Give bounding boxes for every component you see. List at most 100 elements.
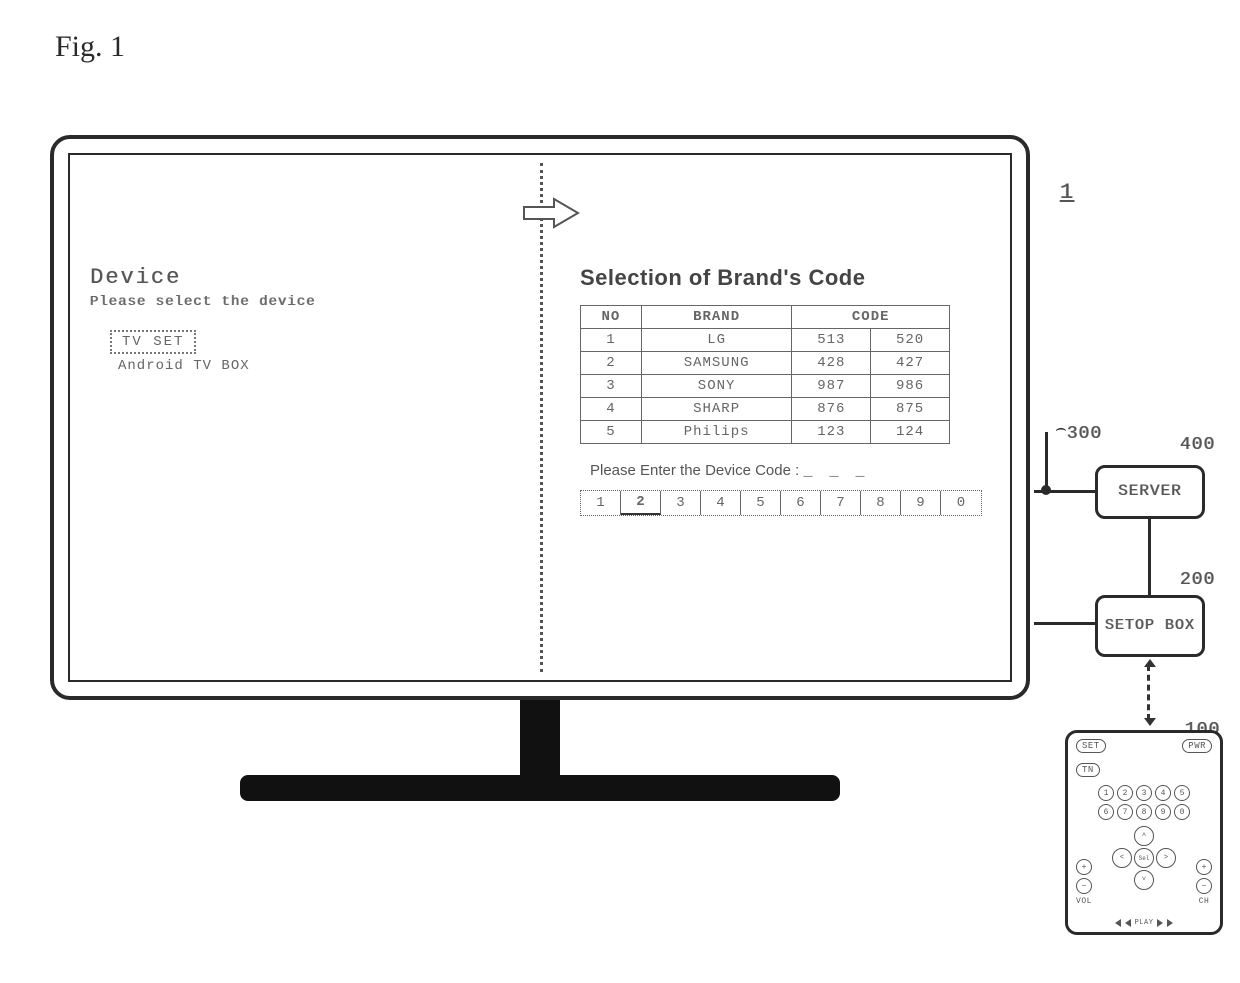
- table-row[interactable]: 4SHARP876875: [581, 398, 950, 421]
- numpad-key-0[interactable]: 0: [941, 491, 981, 515]
- remote-right[interactable]: ˃: [1156, 848, 1176, 868]
- device-select-panel: Device Please select the device TV SET A…: [70, 155, 540, 680]
- remote-num-1[interactable]: 1: [1098, 785, 1114, 801]
- col-code: CODE: [792, 306, 950, 329]
- table-cell: 520: [871, 329, 950, 352]
- wire-monitor-setup: [1034, 622, 1095, 625]
- enter-code-text: Please Enter the Device Code :: [590, 462, 799, 479]
- remote-num-5[interactable]: 5: [1174, 785, 1190, 801]
- numpad-key-3[interactable]: 3: [661, 491, 701, 515]
- numpad-key-5[interactable]: 5: [741, 491, 781, 515]
- numpad-key-2[interactable]: 2: [621, 491, 661, 515]
- setup-box-block: SETOP BOX: [1095, 595, 1205, 657]
- remote-ch-column: + − CH: [1196, 859, 1212, 906]
- remote-num-9[interactable]: 9: [1155, 804, 1171, 820]
- tv-monitor: Device Please select the device TV SET A…: [50, 135, 1030, 700]
- device-option-android[interactable]: Android TV BOX: [118, 358, 520, 374]
- table-cell: 987: [792, 375, 871, 398]
- remote-num-3[interactable]: 3: [1136, 785, 1152, 801]
- remote-vol-up[interactable]: +: [1076, 859, 1092, 875]
- remote-ffwd-icon[interactable]: [1167, 919, 1173, 927]
- table-header-row: NO BRAND CODE: [581, 306, 950, 329]
- remote-prev-icon[interactable]: [1125, 919, 1131, 927]
- table-cell: 876: [792, 398, 871, 421]
- table-cell: Philips: [641, 421, 792, 444]
- table-row[interactable]: 1LG513520: [581, 329, 950, 352]
- table-row[interactable]: 2SAMSUNG428427: [581, 352, 950, 375]
- remote-num-0[interactable]: 0: [1174, 804, 1190, 820]
- remote-num-6[interactable]: 6: [1098, 804, 1114, 820]
- device-title: Device: [90, 265, 520, 290]
- remote-play-label: PLAY: [1135, 919, 1154, 927]
- numpad-key-6[interactable]: 6: [781, 491, 821, 515]
- numpad-key-8[interactable]: 8: [861, 491, 901, 515]
- enter-code-prompt: Please Enter the Device Code : _ _ _: [590, 462, 986, 480]
- table-cell: SONY: [641, 375, 792, 398]
- table-cell: 2: [581, 352, 642, 375]
- remote-down[interactable]: ˅: [1134, 870, 1154, 890]
- device-options: TV SET Android TV BOX: [110, 330, 520, 374]
- remote-rew-icon[interactable]: [1115, 919, 1121, 927]
- server-block: SERVER: [1095, 465, 1205, 519]
- table-row[interactable]: 5Philips123124: [581, 421, 950, 444]
- table-cell: SAMSUNG: [641, 352, 792, 375]
- remote-left[interactable]: ˂: [1112, 848, 1132, 868]
- device-subtitle: Please select the device: [90, 294, 520, 310]
- remote-pwr-button[interactable]: PWR: [1182, 739, 1212, 753]
- remote-tn-button[interactable]: TN: [1076, 763, 1100, 777]
- ref-300: ⌢300: [1055, 422, 1102, 444]
- col-brand: BRAND: [641, 306, 792, 329]
- tv-screen: Device Please select the device TV SET A…: [68, 153, 1012, 682]
- table-cell: 428: [792, 352, 871, 375]
- remote-num-4[interactable]: 4: [1155, 785, 1171, 801]
- remote-set-button[interactable]: SET: [1076, 739, 1106, 753]
- wire-ir-remote: [1147, 665, 1150, 720]
- remote-control: SET PWR TN 12345 67890 + − VOL + − CH ˄ ˅…: [1065, 730, 1223, 935]
- setup-box-label: SETOP BOX: [1105, 618, 1195, 635]
- remote-num-2[interactable]: 2: [1117, 785, 1133, 801]
- remote-next-icon[interactable]: [1157, 919, 1163, 927]
- brand-code-panel: Selection of Brand's Code NO BRAND CODE …: [540, 155, 1010, 680]
- monitor-neck: [520, 700, 560, 780]
- table-cell: 427: [871, 352, 950, 375]
- numpad-key-4[interactable]: 4: [701, 491, 741, 515]
- wire-300-tick: [1045, 432, 1048, 492]
- numpad-key-1[interactable]: 1: [581, 491, 621, 515]
- brand-code-table: NO BRAND CODE 1LG5135202SAMSUNG4284273SO…: [580, 305, 950, 444]
- remote-select[interactable]: Sel: [1134, 848, 1154, 868]
- table-cell: 124: [871, 421, 950, 444]
- remote-vol-column: + − VOL: [1076, 859, 1092, 906]
- remote-num-7[interactable]: 7: [1117, 804, 1133, 820]
- table-cell: 5: [581, 421, 642, 444]
- numpad-key-7[interactable]: 7: [821, 491, 861, 515]
- numpad-key-9[interactable]: 9: [901, 491, 941, 515]
- monitor-base: [240, 775, 840, 801]
- brand-code-title: Selection of Brand's Code: [580, 265, 986, 291]
- table-cell: LG: [641, 329, 792, 352]
- table-row[interactable]: 3SONY987986: [581, 375, 950, 398]
- remote-vol-down[interactable]: −: [1076, 878, 1092, 894]
- table-cell: 1: [581, 329, 642, 352]
- arrow-right-icon: [522, 195, 582, 231]
- remote-ch-down[interactable]: −: [1196, 878, 1212, 894]
- col-no: NO: [581, 306, 642, 329]
- table-cell: 875: [871, 398, 950, 421]
- screen-divider: [540, 163, 543, 672]
- table-cell: 4: [581, 398, 642, 421]
- remote-ch-up[interactable]: +: [1196, 859, 1212, 875]
- table-cell: SHARP: [641, 398, 792, 421]
- table-cell: 986: [871, 375, 950, 398]
- table-cell: 3: [581, 375, 642, 398]
- remote-up[interactable]: ˄: [1134, 826, 1154, 846]
- table-cell: 513: [792, 329, 871, 352]
- device-option-tvset[interactable]: TV SET: [110, 330, 196, 354]
- onscreen-numpad: 1234567890: [580, 490, 982, 516]
- ref-300-num: 300: [1067, 424, 1102, 444]
- junction-dot: [1041, 485, 1051, 495]
- remote-dpad: ˄ ˅ ˂ ˃ Sel: [1109, 826, 1179, 890]
- ref-200: 200: [1180, 570, 1215, 590]
- remote-number-grid: 12345 67890: [1076, 785, 1212, 820]
- enter-code-blanks: _ _ _: [803, 463, 868, 480]
- remote-num-8[interactable]: 8: [1136, 804, 1152, 820]
- wire-server-setup: [1148, 519, 1151, 595]
